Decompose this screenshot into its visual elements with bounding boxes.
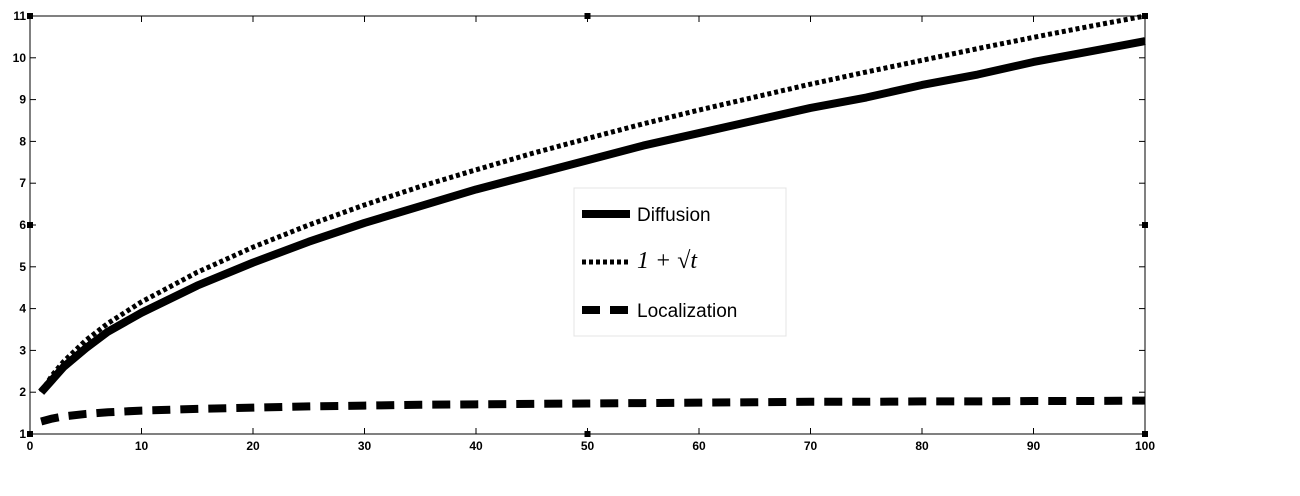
y-tick-label: 5 [19,260,26,274]
x-tick-label: 60 [692,439,706,453]
y-tick-label: 4 [19,302,26,316]
legend-label-sqrt: 1 + √t [637,248,698,274]
series-line-1-t [39,13,1146,394]
resize-handle [1142,13,1148,19]
tick-layer: 0 10 20 30 40 50 60 70 80 90 100 1 2 3 4 5 6 7 8 9 10 11 [13,9,1156,453]
series-line-diffusion [38,37,1146,395]
resize-handle [584,431,591,437]
y-tick-label: 9 [19,93,26,107]
y-tick-label: 7 [19,176,26,190]
x-tick-label: 70 [804,439,818,453]
resize-handle [584,13,591,19]
y-tick-label: 11 [13,9,26,23]
y-tick-label: 10 [13,51,27,65]
y-tick-label: 1 [19,427,26,441]
series-line-localization [40,396,1146,426]
x-tick-label: 20 [246,439,260,453]
x-tick-label: 10 [135,439,149,453]
x-tick-label: 50 [581,439,595,453]
resize-handle [27,13,33,19]
resize-handle [27,431,33,437]
x-tick-label: 80 [915,439,929,453]
legend-label-diffusion: Diffusion [637,205,711,226]
resize-handle [1142,431,1148,437]
selection-handles [27,13,1148,437]
x-tick-label: 40 [469,439,483,453]
resize-handle [1142,222,1148,228]
x-tick-label: 90 [1027,439,1041,453]
x-tick-label: 100 [1135,439,1155,453]
series-layer [38,13,1146,426]
y-tick-label: 8 [19,134,26,148]
x-tick-label: 30 [358,439,372,453]
y-tick-label: 2 [19,385,26,399]
x-tick-label: 0 [27,439,34,453]
y-tick-label: 3 [19,343,26,357]
legend-label-localization: Localization [637,301,737,322]
y-tick-label: 6 [19,218,26,232]
resize-handle [27,222,33,228]
legend: Diffusion 1 + √t Localization [573,187,787,337]
